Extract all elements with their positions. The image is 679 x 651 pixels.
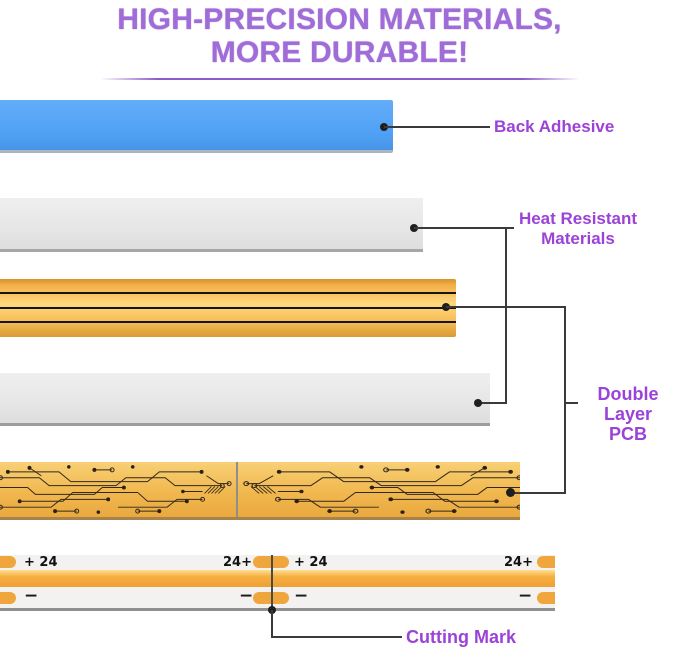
heat-resistant-label-line-1: Heat Resistant [518,209,638,228]
back-adhesive-layer [0,100,393,153]
solder-pad-pill [0,556,16,568]
circuit-trace-pattern [0,462,236,517]
page-title-line-1: HIGH-PRECISION MATERIALS, [117,3,562,36]
callout-line-heat-resistant-bottom [478,402,507,404]
strip-cob-light-band [0,570,555,587]
polarity-plus-label: 24+ [504,555,533,570]
polarity-minus-label: − [24,586,39,606]
back-adhesive-label: Back Adhesive [494,117,615,136]
polarity-plus-label: 24+ [223,555,252,570]
solder-pad-pill [0,592,16,604]
callout-line-cutting-mark [271,636,402,638]
double-layer-pcb-label-line-1: Double Layer [597,384,659,424]
polarity-plus-label: + 24 [294,555,328,570]
led-strip-layer: + 24 − 24+ + 24 − − 24+ − [0,555,555,611]
circuit-trace-pattern [238,462,520,517]
double-layer-pcb-cross-section [0,279,456,337]
circuit-pcb-layer [0,462,520,520]
callout-line-pcb-top [446,306,566,308]
double-layer-pcb-label-line-2: PCB [608,424,647,444]
callout-dot-pcb-bottom [506,488,515,497]
cutting-mark-label: Cutting Mark [406,627,516,647]
callout-trunk-pcb [564,306,566,494]
heat-resistant-layer-top [0,198,423,252]
heat-resistant-layer-bottom [0,373,490,426]
polarity-minus-label: − [239,586,254,606]
polarity-minus-label: − [518,586,533,606]
solder-pad-pill [537,556,555,568]
callout-tick-pcb-label [566,402,578,404]
polarity-plus-label: + 24 [24,555,58,570]
pcb-copper-line [0,307,456,309]
title-divider-line [100,78,580,80]
pcb-segment-divider [236,462,238,517]
solder-pad-pill [537,592,555,604]
polarity-minus-label: − [294,586,309,606]
callout-line-back-adhesive [384,126,490,128]
pcb-copper-line [0,321,456,323]
heat-resistant-label: Heat Resistant Materials [514,209,642,249]
heat-resistant-label-line-2: Materials [541,229,615,248]
callout-dot-heat-resistant-bottom [474,399,482,407]
callout-trunk-heat-resistant [505,227,507,404]
callout-line-pcb-bottom [511,492,566,494]
page-title-line-2: MORE DURABLE! [210,36,469,69]
cutting-mark-line [271,555,273,608]
callout-vline-cutting-mark [271,610,273,638]
callout-line-heat-resistant-top [414,227,514,229]
pcb-copper-line [0,292,456,294]
double-layer-pcb-label: Double Layer PCB [578,384,678,444]
